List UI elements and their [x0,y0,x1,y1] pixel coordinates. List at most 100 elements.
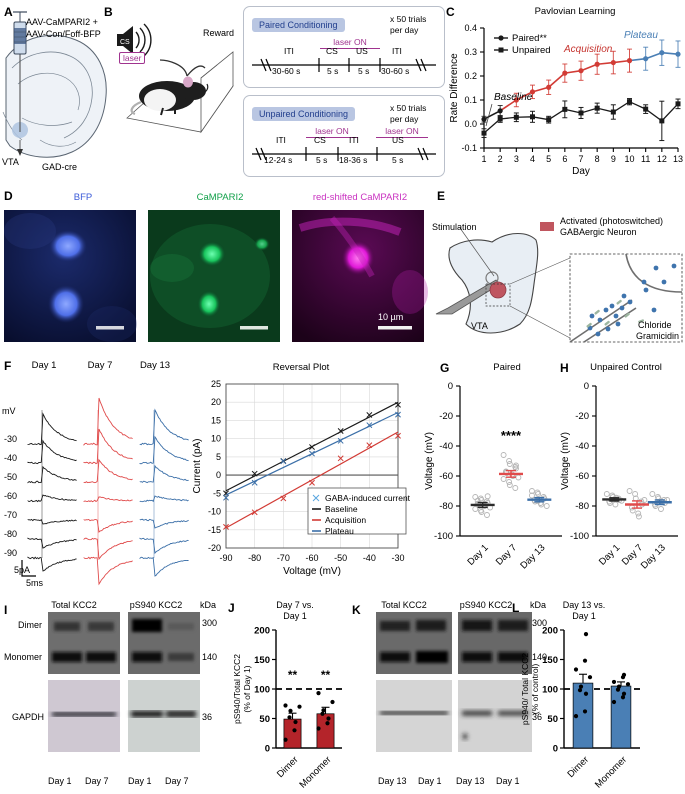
svg-text:-20: -20 [575,411,589,422]
svg-text:Day 13: Day 13 [639,542,668,571]
blot-i-kda-36: 36 [202,712,212,722]
blot-k-title-total: Total KCC2 [366,600,442,610]
inset-gramicidin-label: Gramicidin [636,331,679,341]
svg-text:Baseline: Baseline [325,504,358,514]
paired-seg3-name: ITI [392,46,402,56]
svg-text:(% of Day 1): (% of Day 1) [242,665,252,712]
svg-text:-15: -15 [208,525,221,535]
panel-a: AAV-CaMPARI2 + AAV-Con/Foff-BFP VTA GAD-… [0,0,115,185]
svg-text:-60: -60 [305,553,318,563]
panel-j-ps940-day7: 0 50 100 150 200 pS940/Total KCC2 (% of Day 1)… [228,620,348,794]
gad-cre-label: GAD-cre [42,162,77,172]
paired-per-day: per day [390,25,418,35]
svg-text:**: ** [288,668,298,682]
svg-text:Plateau: Plateau [624,30,658,41]
svg-text:-90: -90 [219,553,232,563]
blot-k-lane-0: Day 13 [378,776,407,786]
blot-i-title-ps940: pS940 KCC2 [116,600,196,610]
svg-text:50: 50 [547,714,558,725]
svg-text:-50: -50 [334,553,347,563]
svg-text:-20: -20 [439,411,453,422]
vta-label: VTA [2,157,19,167]
injection-label-line2: AAV-Con/Foff-BFP [26,28,101,40]
blot-i-kda-header: kDa [200,600,216,610]
svg-text:6: 6 [562,154,567,164]
paired-seg0-name: ITI [284,46,294,56]
blot-i-lane-2: Day 1 [128,776,152,786]
svg-text:0: 0 [584,381,589,392]
svg-text:Voltage (mV): Voltage (mV) [283,566,341,577]
micrograph-title-bfp: BFP [18,192,148,203]
svg-text:13: 13 [673,154,683,164]
ephys-traces [0,358,195,598]
svg-text:Plateau: Plateau [325,526,354,536]
svg-text:150: 150 [254,655,270,666]
svg-text:-100: -100 [434,531,453,542]
paired-seg1-dur: 5 s [327,66,338,76]
svg-text:100: 100 [254,685,270,696]
panel-l-ps940-day13: 0 50 100 150 200 pS940/ Total KCC2 (% of contr… [516,620,646,794]
reward-label: Reward [203,28,234,38]
legend-activated-line1: Activated (photoswitched) [560,216,663,226]
svg-text:0: 0 [216,470,221,480]
svg-text:0: 0 [448,381,453,392]
svg-text:200: 200 [254,626,270,637]
svg-text:-80: -80 [248,553,261,563]
svg-text:-5: -5 [213,488,221,498]
svg-text:Day 1: Day 1 [465,542,490,567]
vta-region-label: VTA [471,321,488,331]
paired-voltage-plot: -100 -80 -60 -40 -20 0 Voltage (mV) Day 1 Day 7D… [420,374,570,599]
paired-seg0-dur: 30-60 s [272,66,300,76]
svg-text:Current (pA): Current (pA) [192,438,203,493]
svg-text:pS940/ Total KCC2: pS940/ Total KCC2 [520,653,530,725]
svg-text:-30: -30 [391,553,404,563]
svg-text:-80: -80 [575,501,589,512]
svg-text:5: 5 [216,452,221,462]
stimulation-label: Stimulation [432,222,477,232]
panel-c-pavlovian-chart: -0.1 0.0 0.1 0.2 0.3 0.4 1 2 3 4 5 6 7 8 9 10 11 12 13 Day R… [446,18,685,183]
svg-text:Rate Difference: Rate Difference [449,53,460,123]
svg-text:**: ** [321,668,331,682]
panel-j-title-line1: Day 7 vs. [240,600,350,610]
panel-f-reversal-plot: -20 -15 -10 -5 0 5 10 15 20 25 -90 -80 -70 -60 -50 -40-… [190,372,412,597]
svg-text:4: 4 [530,154,535,164]
panel-i-western-blots: Total KCC2 pS940 KCC2 kDa Dimer Monomer … [0,600,220,794]
svg-text:10: 10 [211,434,221,444]
svg-text:15: 15 [211,415,221,425]
svg-text:-40: -40 [363,553,376,563]
blot-i-lane-1: Day 7 [85,776,109,786]
blot-i-kda-300: 300 [202,618,217,628]
unpaired-seg0-name: ITI [276,135,286,145]
svg-text:0: 0 [265,744,270,755]
blot-i-lane-3: Day 7 [165,776,189,786]
paired-seg2-name: US [356,46,368,56]
svg-text:-40: -40 [575,441,589,452]
paired-trials: x 50 trials [390,14,426,24]
paired-seg1-name: CS [326,46,338,56]
blot-i-title-total: Total KCC2 [36,600,112,610]
svg-text:3: 3 [514,154,519,164]
svg-text:10: 10 [624,154,634,164]
svg-text:pS940/Total KCC2: pS940/Total KCC2 [232,654,242,724]
svg-text:-40: -40 [439,441,453,452]
unpaired-conditioning-title: Unpaired Conditioning [252,107,355,121]
svg-text:9: 9 [611,154,616,164]
micrograph-title-red-shifted: red-shifted CaMPARI2 [285,192,435,203]
panel-l-title-line1: Day 13 vs. [524,600,644,610]
inset-chloride-label: Chloride [638,320,672,330]
svg-text:0.4: 0.4 [464,23,477,33]
paired-voltage-title: Paired [442,362,572,373]
laser-label: laser [119,52,145,64]
svg-text:Voltage (mV): Voltage (mV) [560,432,571,490]
svg-text:-60: -60 [575,471,589,482]
scalebar-time-label: 5ms [26,578,43,588]
panel-e-slice-diagram: Stimulation Activated (photoswitched) GA… [432,196,685,354]
legend-activated-line2: GABAergic Neuron [560,227,637,237]
panel-label-l: L [512,602,519,614]
svg-text:50: 50 [259,714,270,725]
svg-text:Day 1: Day 1 [597,542,622,567]
panel-g-paired-voltage: -100 -80 -60 -40 -20 0 Voltage (mV) Day 1 Day 7D… [420,374,570,599]
svg-text:0.0: 0.0 [464,119,477,129]
scalebar-label: 10 µm [378,312,403,322]
micrograph-title-campari2: CaMPARI2 [155,192,285,203]
